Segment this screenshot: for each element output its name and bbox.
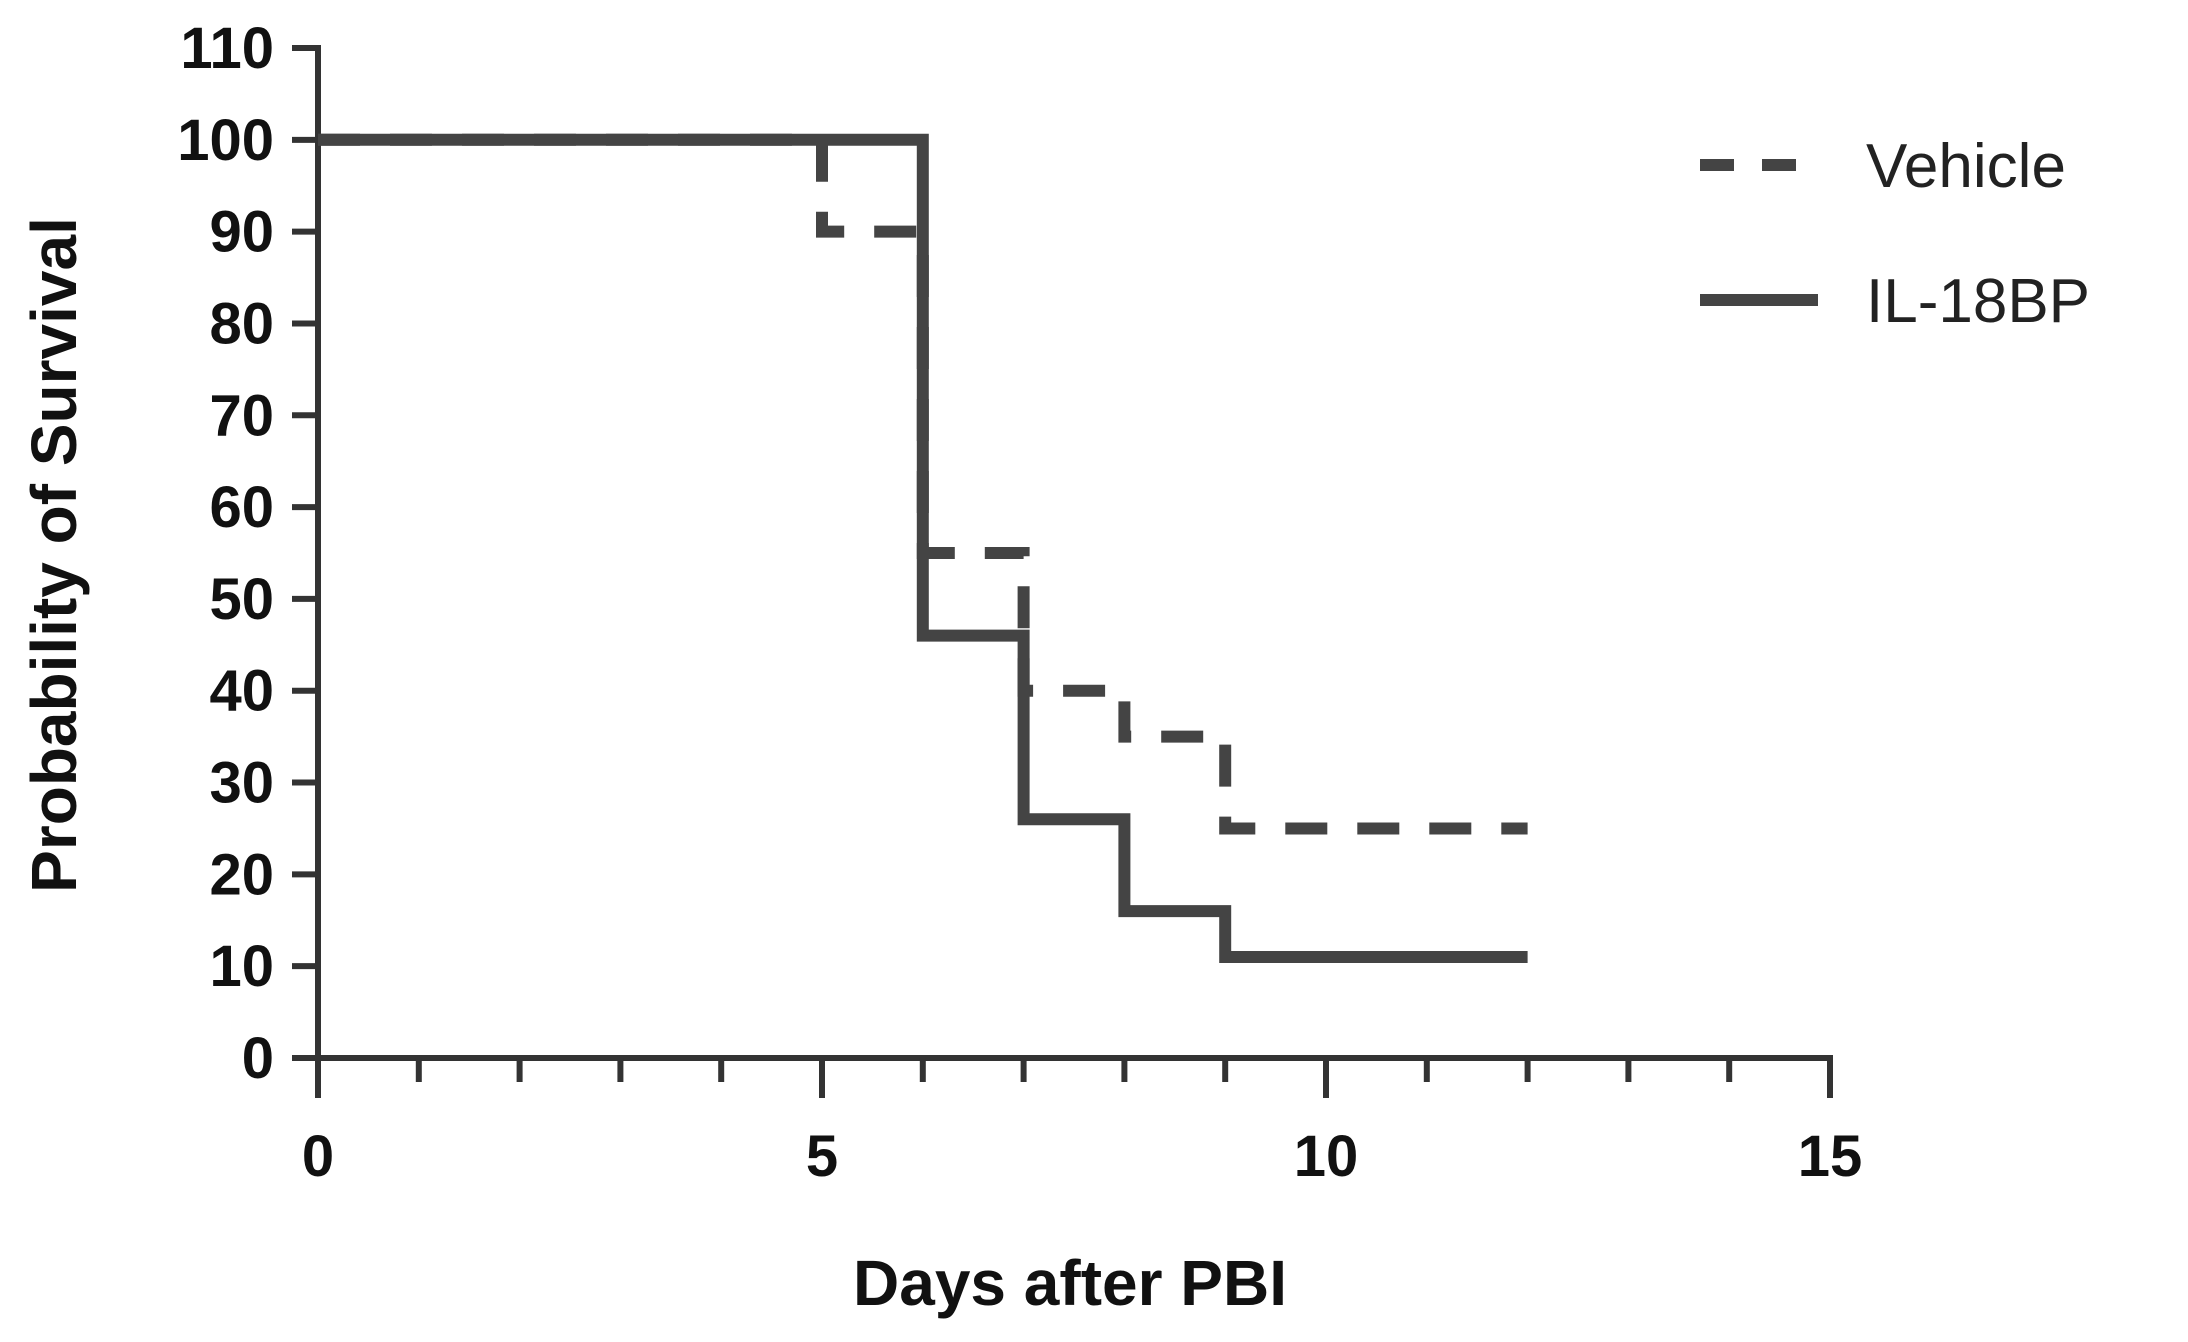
y-tick-label: 100 [177, 108, 274, 173]
legend-label-vehicle: Vehicle [1866, 132, 2066, 201]
axes: 0 10 20 30 40 50 60 70 80 90 100 110 0 5 10 15 [177, 16, 1862, 1189]
legend-label-il-18bp: IL-18BP [1866, 267, 2090, 336]
y-tick-label: 70 [209, 383, 274, 448]
y-tick-label: 50 [209, 567, 274, 632]
x-tick-label: 5 [806, 1124, 838, 1189]
y-tick-label: 80 [209, 291, 274, 356]
x-tick-label: 10 [1294, 1124, 1359, 1189]
y-tick-label: 0 [242, 1026, 274, 1091]
legend: Vehicle IL-18BP [1700, 132, 2090, 336]
y-tick-label: 90 [209, 200, 274, 265]
x-axis-title: Days after PBI [853, 1247, 1287, 1319]
x-tick-label: 15 [1798, 1124, 1863, 1189]
y-axis-title: Probability of Survival [18, 217, 90, 893]
series-line-vehicle [318, 133, 1528, 835]
y-tick-label: 40 [209, 659, 274, 724]
series-line-il-18bp [318, 133, 1528, 963]
y-tick-label: 30 [209, 751, 274, 816]
y-tick-label: 20 [209, 842, 274, 907]
y-tick-label: 110 [180, 16, 274, 81]
y-tick-label: 10 [209, 934, 274, 999]
y-tick-label: 60 [209, 475, 274, 540]
series-lines [318, 133, 1528, 963]
x-tick-label: 0 [302, 1124, 334, 1189]
